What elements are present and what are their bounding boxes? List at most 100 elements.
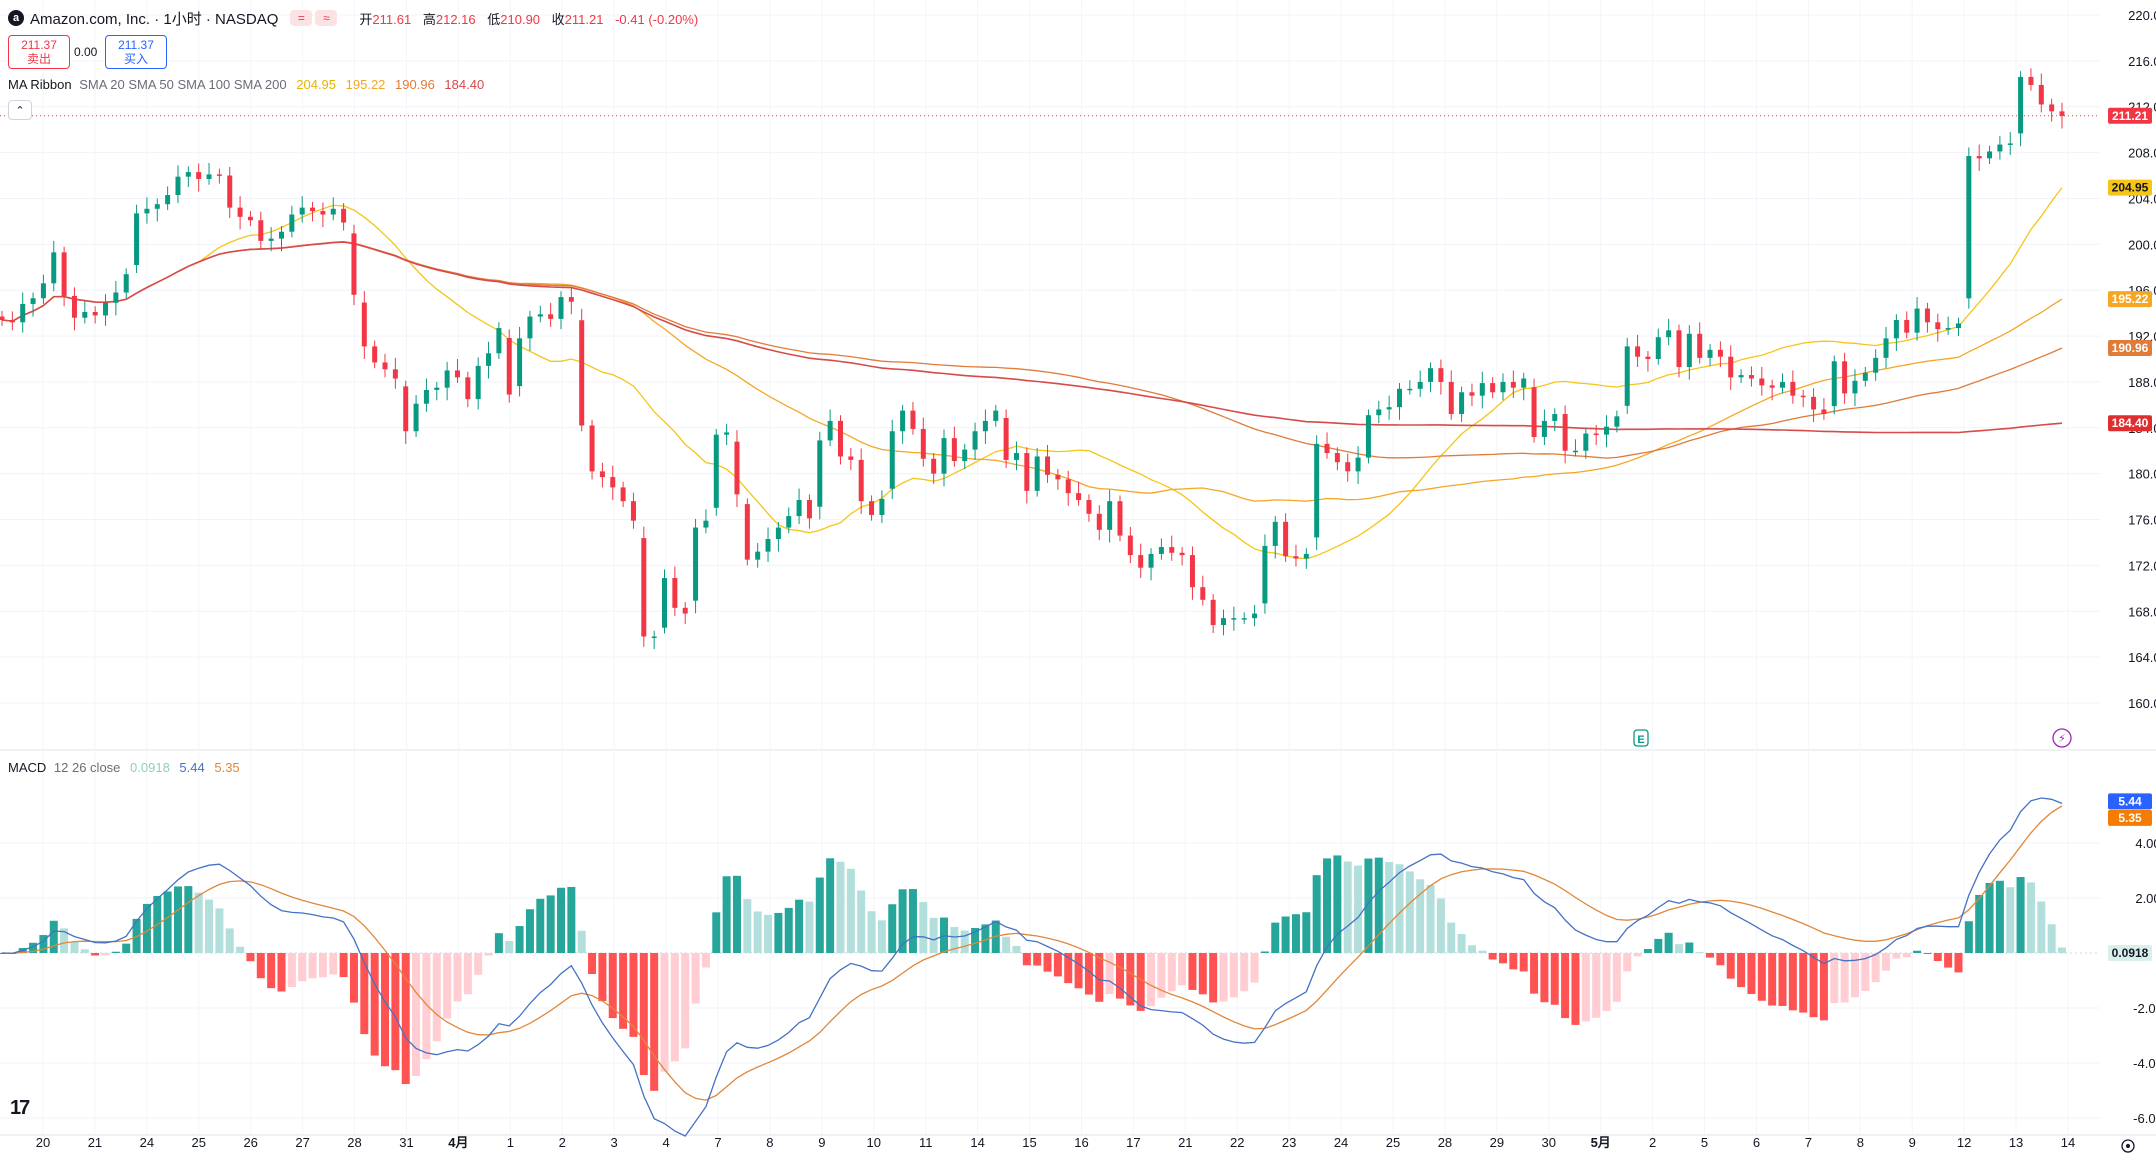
macd-hist-bar — [1716, 953, 1725, 966]
candle-body — [1127, 535, 1133, 556]
macd-hist-bar — [443, 953, 452, 1019]
candle-body — [92, 311, 98, 316]
candle-body — [1521, 378, 1527, 388]
sma-badge-0-text: 204.95 — [2112, 181, 2149, 195]
earnings-icon-text: E — [1637, 734, 1644, 746]
macd-tick-label: 2.00 — [2135, 891, 2156, 906]
macd-hist-bar — [70, 941, 79, 953]
candle-body — [630, 501, 636, 521]
tradingview-logo[interactable]: 17 — [10, 1097, 30, 1119]
candle-body — [879, 498, 885, 515]
time-tick-label: 26 — [243, 1135, 257, 1150]
candle-body — [361, 302, 367, 347]
candle-body — [1334, 453, 1340, 463]
macd-hist-bar — [1209, 953, 1218, 1003]
ma-ribbon-legend[interactable]: MA Ribbon SMA 20 SMA 50 SMA 100 SMA 200 … — [8, 77, 484, 92]
macd-hist-bar — [1395, 864, 1404, 953]
candle-body — [165, 195, 171, 205]
candle-body — [1448, 381, 1454, 415]
macd-hist-bar — [567, 886, 576, 953]
candle-body — [71, 295, 77, 318]
candle-body — [2059, 111, 2065, 116]
macd-signal-badge-text: 5.35 — [2118, 811, 2142, 825]
candle-body — [1904, 320, 1910, 333]
candle-body — [1935, 322, 1941, 330]
macd-hist-bar — [1737, 953, 1746, 988]
macd-hist-bar — [1861, 953, 1870, 992]
sma100-value: 190.96 — [395, 77, 435, 92]
candle-body — [1645, 356, 1651, 359]
candle-body — [558, 297, 564, 319]
price-tick-label: 176.00 — [2128, 513, 2156, 528]
macd-hist-bar — [981, 924, 990, 953]
candle-body — [858, 459, 864, 502]
equals-icon[interactable]: = — [290, 10, 313, 26]
macd-hist-bar — [412, 953, 421, 1077]
macd-hist-bar — [484, 953, 493, 956]
candle-body — [1831, 361, 1837, 407]
macd-hist-bar — [1850, 953, 1859, 998]
time-tick-label: 7 — [714, 1135, 721, 1150]
candle-body — [848, 456, 854, 460]
time-tick-label: 25 — [1386, 1135, 1400, 1150]
macd-hist-bar — [432, 953, 441, 1042]
time-tick-label: 21 — [1178, 1135, 1192, 1150]
sell-button[interactable]: 211.37 卖出 — [8, 35, 70, 69]
candle-body — [951, 438, 957, 462]
macd-hist-bar — [588, 953, 597, 975]
macd-hist-bar — [1778, 953, 1787, 1006]
time-tick-label: 4 — [662, 1135, 669, 1150]
candle-body — [30, 298, 36, 304]
candle-body — [869, 501, 875, 515]
macd-hist-bar — [360, 953, 369, 1035]
candle-body — [1697, 333, 1703, 358]
macd-hist-bar — [1954, 953, 1963, 973]
macd-hist-bar — [619, 953, 628, 1029]
candle-body — [1365, 415, 1371, 458]
time-tick-label: 25 — [192, 1135, 206, 1150]
candle-body — [910, 410, 916, 429]
macd-hist-bar — [764, 914, 773, 953]
time-tick-label: 15 — [1022, 1135, 1036, 1150]
time-tick-label: 28 — [347, 1135, 361, 1150]
candle-body — [237, 207, 243, 217]
macd-legend[interactable]: MACD 12 26 close 0.0918 5.44 5.35 — [8, 760, 240, 775]
macd-hist-bar — [1105, 953, 1114, 995]
candle-body — [1707, 349, 1713, 358]
macd-hist-bar — [1602, 953, 1611, 1011]
macd-hist-bar — [401, 953, 410, 1085]
buy-label: 买入 — [123, 52, 148, 66]
candle-body — [1355, 457, 1361, 472]
macd-hist-bar — [1467, 945, 1476, 953]
candle-body — [1013, 453, 1019, 460]
close-value: 211.21 — [564, 11, 604, 27]
macd-hist-bar — [2058, 947, 2066, 953]
macd-hist-bar — [142, 903, 151, 953]
candle-body — [837, 420, 843, 457]
macd-hist-bar — [1229, 953, 1238, 998]
high-label: 高 — [422, 11, 436, 27]
macd-hist-bar — [163, 891, 172, 953]
macd-hist-bar — [867, 911, 876, 953]
collapse-legend-button[interactable]: ⌃ — [8, 100, 32, 120]
candle-body — [2038, 84, 2044, 105]
candle-body — [1065, 479, 1071, 494]
candle-body — [1510, 381, 1516, 388]
symbol-title[interactable]: Amazon.com, Inc. · 1小时 · NASDAQ — [30, 10, 279, 28]
approx-icon[interactable]: ≈ — [315, 10, 338, 26]
candle-body — [154, 204, 160, 209]
candle-body — [496, 328, 502, 354]
price-tick-label: 160.00 — [2128, 696, 2156, 711]
candle-body — [1821, 409, 1827, 415]
macd-hist-bar — [246, 953, 255, 962]
candle-body — [1314, 443, 1320, 538]
buy-button[interactable]: 211.37 买入 — [105, 35, 167, 69]
sell-price: 211.37 — [21, 38, 57, 52]
time-tick-label: 21 — [88, 1135, 102, 1150]
candle-body — [755, 551, 761, 560]
macd-hist-bar — [1747, 953, 1756, 995]
macd-hist-bar — [846, 868, 855, 953]
macd-hist-bar — [1022, 953, 1031, 966]
